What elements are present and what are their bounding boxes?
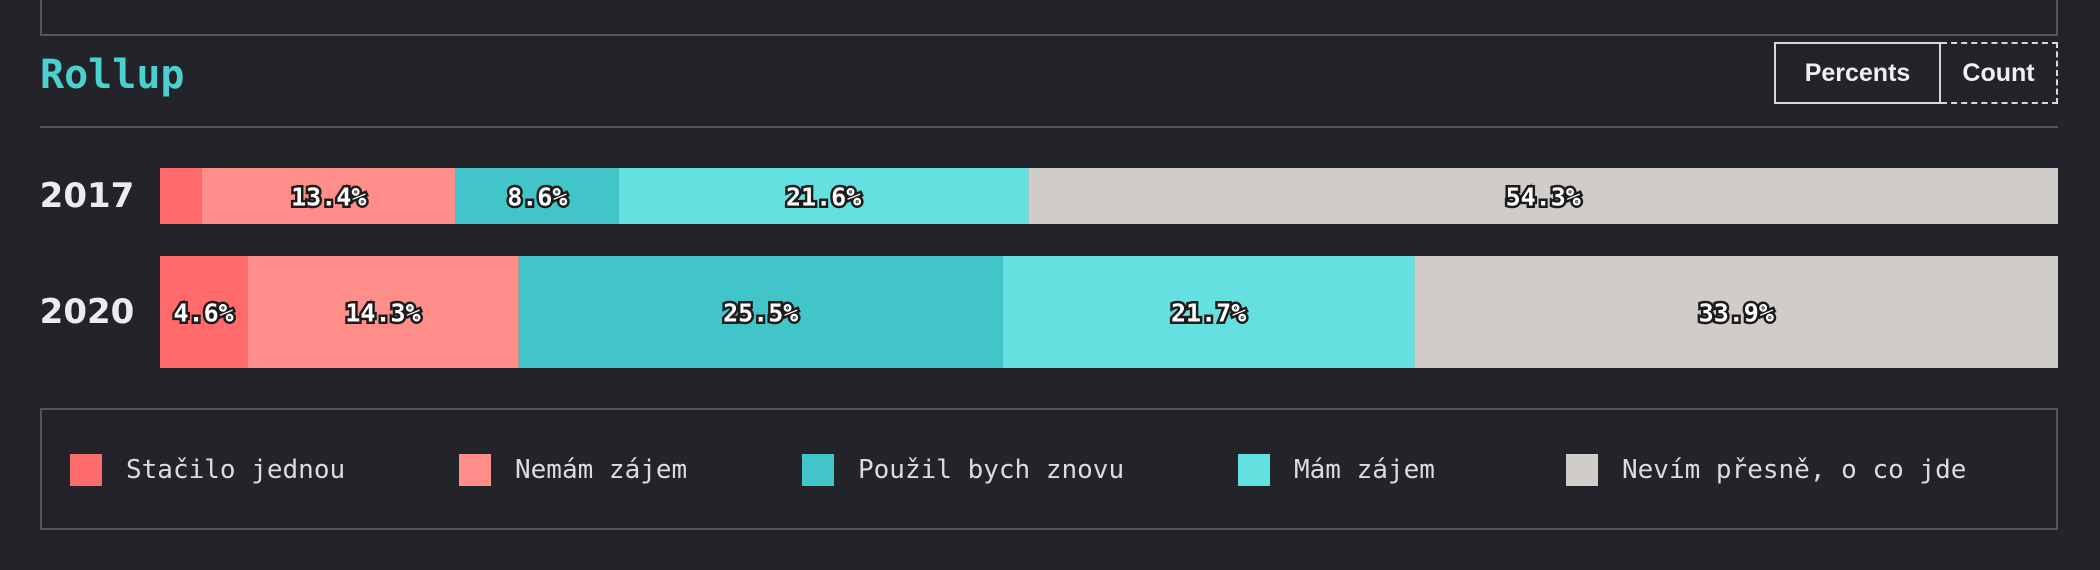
bar-segment-2017-3[interactable]: [618, 168, 1029, 224]
year-label-2017: 2017: [40, 176, 135, 216]
legend-swatch: [459, 454, 491, 486]
legend-label: Použil bych znovu: [858, 455, 1125, 485]
year-label-2020: 2020: [40, 292, 135, 332]
legend-label: Nemám zájem: [515, 455, 688, 485]
data-label-2020-4: 33.9%: [1699, 299, 1774, 328]
bar-segment-2017-1[interactable]: [201, 168, 456, 224]
stacked-bar-chart: 2017 13.4% 8.6% 21.6% 54.3% 2020 4.6% 14.3% 25.5…: [40, 168, 2058, 368]
bar-segment-2020-0[interactable]: [160, 256, 248, 368]
legend-label: Stačilo jednou: [126, 455, 346, 485]
legend-label: Nevím přesně, o co jde: [1622, 455, 1967, 485]
data-label-2020-2: 25.5%: [723, 299, 798, 328]
header-divider: [40, 126, 2058, 128]
legend-item-nevim-presne: Nevím přesně, o co jde: [1566, 454, 1966, 486]
bar-segment-2020-1[interactable]: [247, 256, 519, 368]
legend-label: Mám zájem: [1294, 455, 1435, 485]
legend-item-stacilo-jednou: Stačilo jednou: [70, 454, 345, 486]
bar-segment-2017-4[interactable]: [1028, 168, 2058, 224]
data-label-2020-0: 4.6%: [174, 299, 234, 328]
legend-swatch: [802, 454, 834, 486]
data-label-2017-4: 54.3%: [1506, 183, 1581, 212]
legend-swatch: [1566, 454, 1598, 486]
previous-panel: [40, 0, 2058, 36]
bar-segment-2020-2[interactable]: [518, 256, 1003, 368]
legend-item-pouzil-bych-znovu: Použil bych znovu: [802, 454, 1124, 486]
bar-segment-2017-0[interactable]: [160, 168, 202, 224]
bar-segment-2020-4[interactable]: [1414, 256, 2058, 368]
data-label-2020-3: 21.7%: [1171, 299, 1246, 328]
data-label-2017-3: 21.6%: [786, 183, 861, 212]
percents-toggle-button[interactable]: Percents: [1774, 42, 1941, 104]
data-label-2017-1: 13.4%: [291, 183, 366, 212]
legend-swatch: [1238, 454, 1270, 486]
data-label-2020-1: 14.3%: [345, 299, 420, 328]
legend-swatch: [70, 454, 102, 486]
count-toggle-button[interactable]: Count: [1941, 42, 2058, 104]
chart-title: Rollup: [40, 52, 185, 98]
bar-segment-2017-2[interactable]: [455, 168, 619, 224]
legend-item-mam-zajem: Mám zájem: [1238, 454, 1435, 486]
bar-segment-2020-3[interactable]: [1002, 256, 1415, 368]
view-toggle: Percents Count: [1774, 42, 2058, 104]
legend-item-nemam-zajem: Nemám zájem: [459, 454, 687, 486]
legend: Stačilo jednou Nemám zájem Použil bych z…: [40, 408, 2058, 530]
data-label-2017-2: 8.6%: [507, 183, 567, 212]
